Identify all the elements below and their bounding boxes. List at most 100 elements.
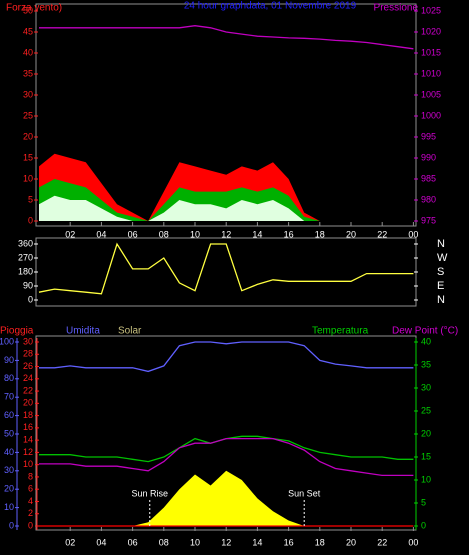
- annotation: Sun Set: [288, 488, 321, 498]
- x-tick-label: 14: [252, 537, 262, 547]
- y-tick-label: 0: [28, 520, 33, 530]
- series-line: [39, 25, 414, 50]
- y-tick-label: 16: [23, 422, 33, 432]
- series-area: [39, 195, 414, 221]
- y-tick-label: 90: [23, 280, 33, 290]
- x-tick-label: 00: [408, 537, 418, 547]
- y-tick-label: 180: [18, 266, 33, 276]
- y-tick-label: N: [437, 238, 445, 250]
- y-tick-label: 60: [4, 410, 14, 420]
- y-tick-label: 15: [23, 152, 33, 162]
- y-tick-label: 10: [4, 502, 14, 512]
- y-tick-label: 1000: [421, 110, 441, 120]
- y-tick-label: E: [437, 280, 444, 292]
- x-tick-label: 10: [190, 229, 200, 239]
- series-line: [39, 341, 414, 373]
- y-tick-label: 0: [28, 294, 33, 304]
- x-tick-label: 16: [284, 537, 294, 547]
- x-tick-label: 04: [96, 229, 106, 239]
- x-tick-label: 06: [128, 537, 138, 547]
- y-tick-label: 35: [421, 359, 431, 369]
- y-tick-label: 25: [23, 110, 33, 120]
- y-tick-label: 2: [28, 508, 33, 518]
- axis-title: Pioggia: [0, 326, 34, 337]
- series-line: [39, 435, 414, 463]
- y-tick-label: 25: [421, 405, 431, 415]
- x-tick-label: 22: [377, 229, 387, 239]
- y-tick-label: 980: [421, 194, 436, 204]
- y-tick-label: 15: [421, 451, 431, 461]
- y-tick-label: 40: [23, 47, 33, 57]
- y-tick-label: 14: [23, 435, 33, 445]
- x-tick-label: 20: [346, 229, 356, 239]
- y-tick-label: 40: [421, 336, 431, 346]
- axis-title: Temperatura: [312, 326, 369, 337]
- y-tick-label: 12: [23, 447, 33, 457]
- series-line: [38, 242, 414, 295]
- x-tick-label: 16: [284, 229, 294, 239]
- y-tick-label: 1020: [421, 26, 441, 36]
- x-tick-label: 08: [159, 229, 169, 239]
- y-tick-label: 990: [421, 152, 436, 162]
- y-tick-label: 10: [23, 173, 33, 183]
- y-tick-label: 30: [4, 465, 14, 475]
- y-tick-label: 20: [23, 398, 33, 408]
- y-tick-label: 270: [18, 252, 33, 262]
- y-tick-label: 10: [23, 459, 33, 469]
- y-tick-label: 30: [23, 89, 33, 99]
- y-tick-label: 0: [421, 520, 426, 530]
- series-line: [39, 437, 414, 477]
- y-tick-label: 5: [421, 497, 426, 507]
- axis-title: Forza vento): [6, 3, 62, 14]
- y-tick-label: 80: [4, 373, 14, 383]
- x-tick-label: 18: [315, 537, 325, 547]
- y-tick-label: 995: [421, 131, 436, 141]
- y-tick-label: 1005: [421, 89, 441, 99]
- y-tick-label: 70: [4, 392, 14, 402]
- x-tick-label: 20: [346, 537, 356, 547]
- y-tick-label: 5: [28, 194, 33, 204]
- panel-frame: [35, 237, 417, 307]
- axis-title: Solar: [118, 326, 142, 337]
- x-tick-label: 02: [65, 537, 75, 547]
- x-tick-label: 08: [159, 537, 169, 547]
- y-tick-label: 26: [23, 361, 33, 371]
- y-tick-label: 20: [421, 428, 431, 438]
- x-tick-label: 12: [221, 229, 231, 239]
- series-area: [39, 179, 414, 221]
- x-tick-label: 22: [377, 537, 387, 547]
- y-tick-label: 0: [28, 215, 33, 225]
- y-tick-label: 985: [421, 173, 436, 183]
- y-tick-label: 0: [9, 520, 14, 530]
- axis-title: 24 hour graphdata, 01 Novembre 2019: [184, 1, 357, 12]
- y-tick-label: 975: [421, 215, 436, 225]
- y-tick-label: 40: [4, 447, 14, 457]
- y-tick-label: 50: [23, 5, 33, 15]
- y-tick-label: 22: [23, 385, 33, 395]
- y-tick-label: 8: [28, 471, 33, 481]
- x-tick-label: 00: [408, 229, 418, 239]
- y-tick-label: N: [437, 294, 445, 306]
- y-tick-label: 30: [23, 336, 33, 346]
- y-tick-label: 10: [421, 474, 431, 484]
- y-tick-label: 360: [18, 238, 33, 248]
- x-tick-label: 04: [96, 537, 106, 547]
- y-tick-label: W: [437, 252, 448, 264]
- series-area: [39, 153, 414, 221]
- y-tick-label: 1010: [421, 68, 441, 78]
- y-tick-label: 28: [23, 349, 33, 359]
- y-tick-label: 1025: [421, 5, 441, 15]
- y-tick-label: 4: [28, 496, 33, 506]
- y-tick-label: 18: [23, 410, 33, 420]
- y-tick-label: 100: [0, 336, 14, 346]
- x-tick-label: 14: [252, 229, 262, 239]
- annotation: Sun Rise: [131, 488, 168, 498]
- y-tick-label: 1015: [421, 47, 441, 57]
- x-tick-label: 06: [128, 229, 138, 239]
- axis-title: Umidita: [66, 326, 100, 337]
- y-tick-label: 20: [4, 484, 14, 494]
- series-area: [39, 470, 414, 526]
- y-tick-label: 24: [23, 373, 33, 383]
- y-tick-label: 6: [28, 484, 33, 494]
